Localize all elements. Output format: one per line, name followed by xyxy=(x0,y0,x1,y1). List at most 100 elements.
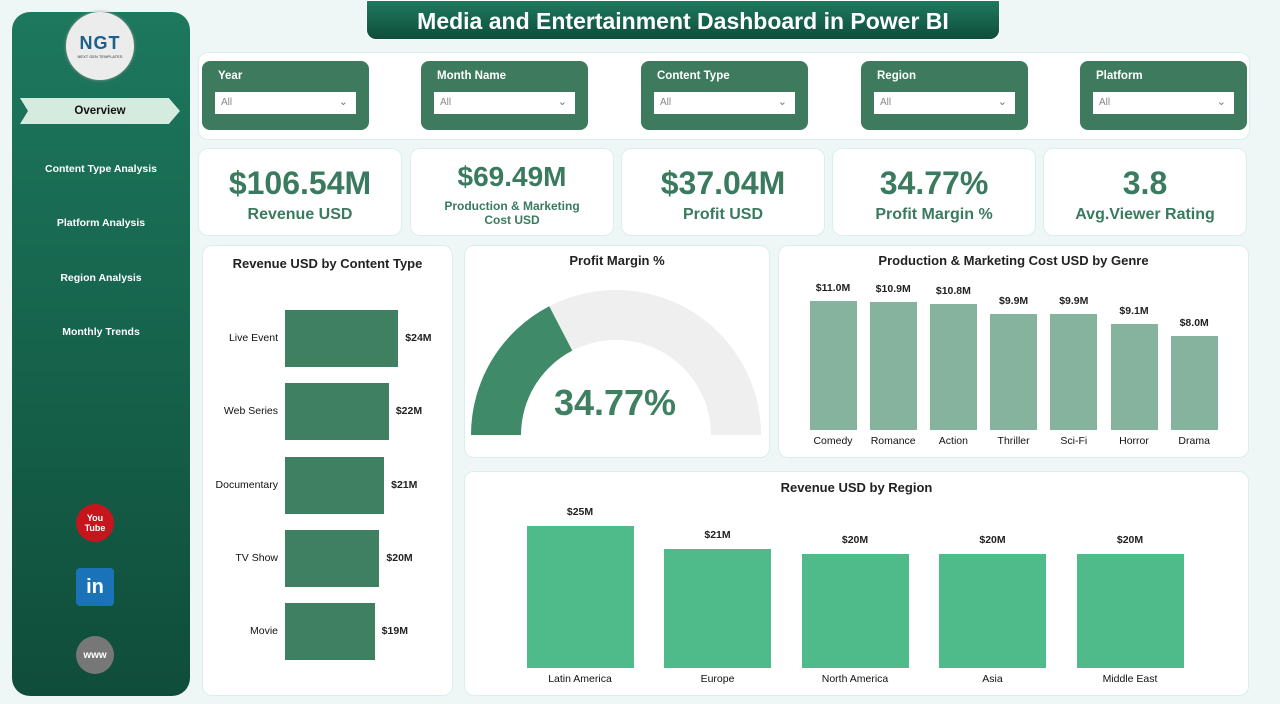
data-label: $21M xyxy=(704,528,731,541)
filter-dropdown[interactable]: All ⌄ xyxy=(215,92,356,114)
filter-value: All xyxy=(660,97,672,108)
kpi-value: $69.49M xyxy=(457,161,567,192)
bar[interactable] xyxy=(526,526,634,668)
linkedin-icon[interactable]: in xyxy=(76,568,114,606)
filter-dropdown[interactable]: All ⌄ xyxy=(654,92,795,114)
kpi-card: 3.8 Avg.Viewer Rating xyxy=(1043,148,1247,236)
category-label: Horror xyxy=(1119,435,1149,447)
bar[interactable] xyxy=(1110,323,1158,430)
bar[interactable] xyxy=(990,314,1038,430)
filter-dropdown[interactable]: All ⌄ xyxy=(434,92,575,114)
filter-label: Year xyxy=(218,70,243,82)
data-label: $9.9M xyxy=(1059,295,1089,308)
kpi-value: $106.54M xyxy=(228,165,372,201)
filter-year: Year All ⌄ xyxy=(202,61,369,130)
data-label: $9.9M xyxy=(999,295,1029,308)
bar[interactable] xyxy=(664,548,771,668)
bar[interactable] xyxy=(809,301,857,430)
bar[interactable] xyxy=(1076,554,1184,668)
nav-region-analysis[interactable]: Region Analysis xyxy=(60,272,142,284)
kpi-label: Profit USD xyxy=(683,206,763,223)
filter-dropdown[interactable]: All ⌄ xyxy=(874,92,1015,114)
youtube-icon[interactable]: You Tube xyxy=(76,504,114,542)
bar[interactable] xyxy=(285,529,380,587)
kpi-card: 34.77% Profit Margin % xyxy=(832,148,1036,236)
filter-value: All xyxy=(221,97,233,108)
filter-platform: Platform All ⌄ xyxy=(1080,61,1247,130)
bar[interactable] xyxy=(939,554,1046,668)
bar[interactable] xyxy=(1050,314,1098,430)
category-label: TV Show xyxy=(235,551,278,564)
nav-content-type-analysis[interactable]: Content Type Analysis xyxy=(44,163,158,175)
nav-monthly-trends[interactable]: Monthly Trends xyxy=(62,326,140,338)
filter-region: Region All ⌄ xyxy=(861,61,1028,130)
data-label: $24M xyxy=(405,332,432,344)
chevron-down-icon: ⌄ xyxy=(338,96,348,108)
filter-label: Region xyxy=(877,70,916,82)
filter-label: Platform xyxy=(1096,70,1143,82)
data-label: $10.8M xyxy=(935,284,971,297)
sidebar: NGT NEXT GEN TEMPLATES Overview Content T… xyxy=(12,12,190,696)
nav-platform-analysis[interactable]: Platform Analysis xyxy=(56,217,146,229)
category-label: Thriller xyxy=(997,435,1030,447)
gauge-value: 34.77% xyxy=(553,382,677,423)
filter-dropdown[interactable]: All ⌄ xyxy=(1093,92,1234,114)
data-label: $20M xyxy=(841,534,869,547)
category-label: Europe xyxy=(700,673,735,685)
nav-overview[interactable]: Overview xyxy=(20,98,180,124)
chart-title: Profit Margin % xyxy=(569,253,665,268)
data-label: $25M xyxy=(566,506,594,518)
category-label: Web Series xyxy=(223,405,278,418)
data-label: $8.0M xyxy=(1179,317,1209,330)
kpi-value: 3.8 xyxy=(1122,165,1168,201)
filter-value: All xyxy=(440,97,452,108)
bar[interactable] xyxy=(285,456,385,514)
page-title: Media and Entertainment Dashboard in Pow… xyxy=(366,0,1000,40)
bar[interactable] xyxy=(285,310,399,367)
category-label: Asia xyxy=(982,673,1003,685)
kpi-value: $37.04M xyxy=(660,165,786,201)
kpi-card: $37.04M Profit USD xyxy=(621,148,825,236)
filter-label: Month Name xyxy=(437,70,506,82)
logo-tagline: NEXT GEN TEMPLATES xyxy=(77,54,123,59)
kpi-card: $106.54M Revenue USD xyxy=(198,148,402,236)
kpi-card: $69.49M Production & Marketing Cost USD xyxy=(410,148,614,236)
gauge-fill xyxy=(471,306,573,435)
data-label: $20M xyxy=(979,534,1006,547)
chart-title: Revenue USD by Region xyxy=(780,480,933,495)
category-label: Drama xyxy=(1178,435,1210,447)
kpi-label: Production & Marketing Cost USD xyxy=(444,199,580,227)
data-label: $10.9M xyxy=(875,283,911,296)
chevron-down-icon: ⌄ xyxy=(557,96,567,108)
bar[interactable] xyxy=(801,554,909,668)
category-label: Action xyxy=(938,435,968,447)
filter-value: All xyxy=(1099,97,1111,108)
category-label: Latin America xyxy=(548,673,612,685)
category-label: Sci-Fi xyxy=(1060,435,1088,447)
logo-text: NGT xyxy=(79,33,121,53)
data-label: $19M xyxy=(381,625,408,638)
category-label: Documentary xyxy=(215,478,278,491)
filter-month-name: Month Name All ⌄ xyxy=(421,61,588,130)
category-label: Live Event xyxy=(228,332,278,344)
category-label: Romance xyxy=(870,435,916,447)
category-label: Comedy xyxy=(813,435,853,447)
kpi-label: Revenue USD xyxy=(247,206,353,223)
chevron-down-icon: ⌄ xyxy=(997,96,1007,108)
category-label: Movie xyxy=(249,625,278,638)
data-label: $20M xyxy=(386,551,413,564)
logo: NGT NEXT GEN TEMPLATES xyxy=(66,12,134,80)
data-label: $9.1M xyxy=(1119,304,1149,317)
bar[interactable] xyxy=(929,303,977,430)
bar[interactable] xyxy=(285,383,389,441)
filter-value: All xyxy=(880,97,892,108)
bar[interactable] xyxy=(869,302,917,430)
globe-icon[interactable]: www xyxy=(76,636,114,674)
category-label: North America xyxy=(821,673,889,685)
kpi-label: Profit Margin % xyxy=(875,206,993,223)
bar[interactable] xyxy=(1170,336,1218,430)
bar[interactable] xyxy=(285,603,375,661)
data-label: $20M xyxy=(1116,534,1144,547)
chart-title: Revenue USD by Content Type xyxy=(232,256,423,271)
